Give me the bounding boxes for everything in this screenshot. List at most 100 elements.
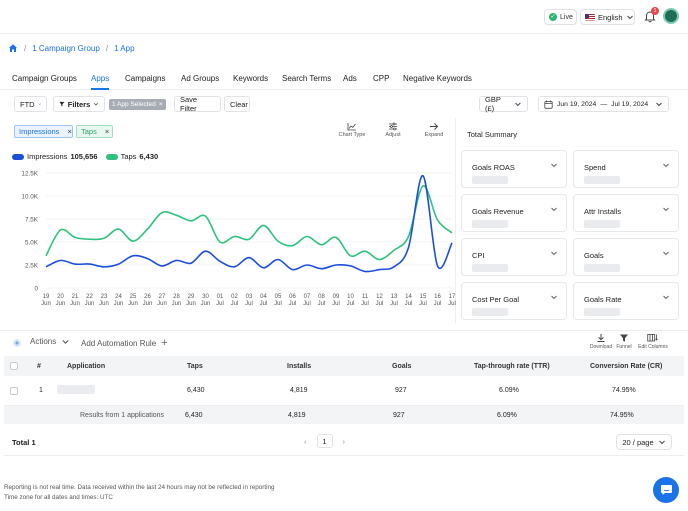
summary-value-redacted xyxy=(584,264,620,272)
x-tick-month-label: Jul xyxy=(347,301,355,307)
header-installs[interactable]: Installs xyxy=(287,362,312,370)
timezone-note: Time zone for all dates and times: UTC xyxy=(4,494,113,501)
summary-card[interactable]: CPI xyxy=(461,238,567,276)
x-tick-month-label: Jul xyxy=(274,301,282,307)
chat-button[interactable] xyxy=(653,477,679,503)
clear-button[interactable]: Clear xyxy=(224,96,250,112)
x-tick-day-label: 15 xyxy=(420,294,427,300)
metric-chip-taps[interactable]: Taps × xyxy=(76,125,113,138)
chevron-down-icon xyxy=(62,339,69,344)
prev-page-icon[interactable]: ‹ xyxy=(304,436,307,446)
x-tick-day-label: 29 xyxy=(188,294,195,300)
summary-card[interactable]: Cost Per Goal xyxy=(461,282,567,320)
summary-goals: 927 xyxy=(393,411,405,419)
tab-ads[interactable]: Ads xyxy=(343,74,357,83)
summary-ttr: 6.09% xyxy=(497,411,517,419)
tab-search-terms[interactable]: Search Terms xyxy=(282,74,332,83)
tab-cpp[interactable]: CPP xyxy=(373,74,390,83)
tab-campaigns[interactable]: Campaigns xyxy=(125,74,166,83)
currency-select[interactable]: GBP (£) xyxy=(479,95,528,113)
funnel-button[interactable]: Funnel xyxy=(609,333,639,350)
pager: ‹ 1 › xyxy=(304,434,345,448)
header-ttr[interactable]: Tap-through rate (TTR) xyxy=(474,362,550,370)
selected-app-chip[interactable]: 1 App Selected × xyxy=(109,99,166,110)
language-select[interactable]: English xyxy=(580,9,635,25)
filter-icon xyxy=(59,101,65,107)
edit-columns-button[interactable]: Edit Columns xyxy=(638,333,668,350)
summary-card[interactable]: Goals ROAS xyxy=(461,150,567,188)
legend-swatch-impressions xyxy=(12,153,24,160)
home-icon[interactable] xyxy=(8,43,18,53)
x-tick-day-label: 28 xyxy=(173,294,180,300)
header-application[interactable]: Application xyxy=(67,362,106,370)
legend-taps-label: Taps xyxy=(120,152,137,161)
tab-bar: Campaign Groups Apps Campaigns Ad Groups… xyxy=(0,66,688,90)
header-goals[interactable]: Goals xyxy=(392,362,412,370)
summary-value-redacted xyxy=(472,220,508,228)
tab-ad-groups[interactable]: Ad Groups xyxy=(181,74,220,83)
row-installs: 4,819 xyxy=(290,387,308,394)
select-all-checkbox[interactable] xyxy=(10,362,18,370)
metric-chip-impressions[interactable]: Impressions × xyxy=(14,125,73,138)
breadcrumb: / 1 Campaign Group / 1 App xyxy=(8,42,135,54)
page-size-select[interactable]: 20 / page xyxy=(616,434,672,450)
add-automation-rule-button[interactable]: Add Automation Rule + xyxy=(81,337,168,349)
tab-negative-keywords[interactable]: Negative Keywords xyxy=(403,74,472,83)
tab-campaign-groups[interactable]: Campaign Groups xyxy=(12,74,77,83)
adjust-button[interactable]: Adjust xyxy=(376,122,410,138)
chevron-down-icon xyxy=(658,440,665,445)
avatar[interactable] xyxy=(663,8,679,24)
summary-installs: 4,819 xyxy=(288,411,306,419)
summary-card[interactable]: Attr Installs xyxy=(573,194,679,232)
filters-button[interactable]: Filters xyxy=(53,96,105,112)
table-row[interactable]: 1 6,430 4,819 927 6.09% 74.95% xyxy=(4,376,684,406)
save-filter-button[interactable]: Save Filter xyxy=(174,95,221,113)
chevron-down-icon xyxy=(551,207,557,212)
expand-button[interactable]: Expand xyxy=(417,122,451,138)
close-icon[interactable]: × xyxy=(158,101,163,108)
close-icon[interactable]: × xyxy=(67,127,72,136)
actions-bar: Actions Add Automation Rule + xyxy=(0,330,688,354)
summary-card[interactable]: Goals Revenue xyxy=(461,194,567,232)
x-tick-month-label: Jul xyxy=(231,301,239,307)
row-taps: 6,430 xyxy=(187,387,205,394)
x-tick-month-label: Jun xyxy=(157,301,167,307)
period-select[interactable]: FTD xyxy=(14,96,47,112)
chevron-down-icon xyxy=(551,251,557,256)
legend-impressions[interactable]: Impressions 105,656 xyxy=(12,152,98,161)
y-tick-label: 2.5K xyxy=(25,263,39,270)
summary-card[interactable]: Goals Rate xyxy=(573,282,679,320)
header-taps[interactable]: Taps xyxy=(187,362,203,370)
top-bar: ✓ Live English 1 xyxy=(0,0,688,34)
page-number[interactable]: 1 xyxy=(316,434,333,448)
x-tick-month-label: Jun xyxy=(201,301,211,307)
summary-card[interactable]: Goals xyxy=(573,238,679,276)
date-range-picker[interactable]: Jun 19, 2024 — Jul 19, 2024 xyxy=(538,96,669,112)
line-chart-icon xyxy=(347,123,356,131)
actions-dropdown[interactable]: Actions xyxy=(30,337,70,346)
x-tick-day-label: 24 xyxy=(115,294,122,300)
header-index: # xyxy=(37,362,41,370)
reporting-note: Reporting is not real time. Data receive… xyxy=(4,484,275,491)
download-button[interactable]: Download xyxy=(586,333,616,350)
live-toggle[interactable]: ✓ Live xyxy=(544,9,577,25)
breadcrumb-campaign-group[interactable]: 1 Campaign Group xyxy=(32,43,100,53)
close-icon[interactable]: × xyxy=(104,127,110,136)
next-page-icon[interactable]: › xyxy=(342,436,346,446)
x-tick-day-label: 06 xyxy=(289,294,296,300)
tab-apps[interactable]: Apps xyxy=(91,74,110,83)
header-cr[interactable]: Conversion Rate (CR) xyxy=(590,362,663,370)
summary-card-label: Goals xyxy=(584,251,604,260)
x-tick-day-label: 17 xyxy=(449,294,456,300)
chevron-down-icon xyxy=(663,251,669,256)
row-checkbox[interactable] xyxy=(10,387,18,395)
breadcrumb-app[interactable]: 1 App xyxy=(114,43,135,53)
us-flag-icon xyxy=(585,13,595,21)
y-tick-label: 7.5K xyxy=(25,217,39,224)
x-tick-month-label: Jun xyxy=(99,301,109,307)
x-tick-month-label: Jul xyxy=(376,301,384,307)
summary-card[interactable]: Spend xyxy=(573,150,679,188)
tab-keywords[interactable]: Keywords xyxy=(233,74,269,83)
chart-type-button[interactable]: Chart Type xyxy=(335,122,369,138)
legend-taps[interactable]: Taps 6,430 xyxy=(105,152,158,161)
